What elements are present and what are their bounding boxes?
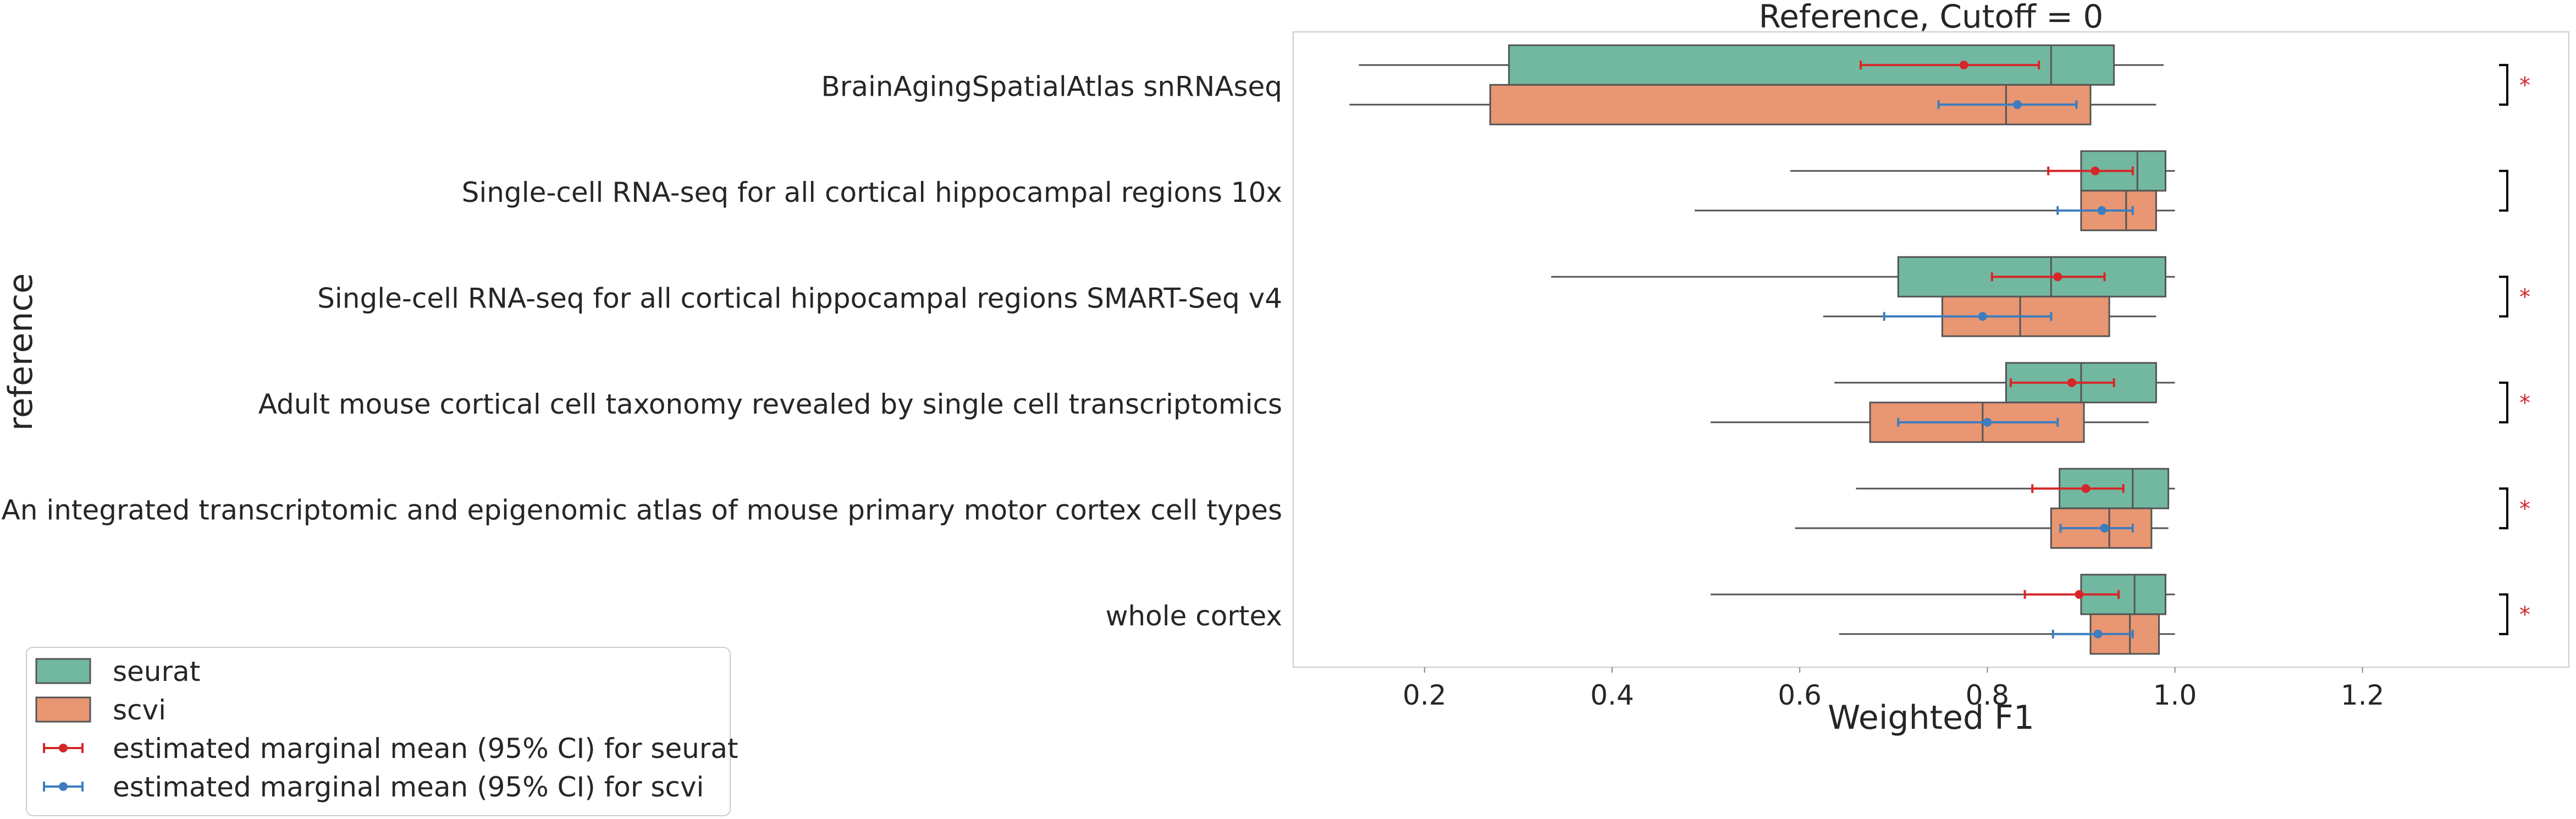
x-tick-label: 0.6 bbox=[1778, 679, 1822, 711]
significance-star: * bbox=[2519, 284, 2530, 310]
significance-bracket bbox=[2499, 487, 2508, 530]
emm-point-seurat bbox=[1959, 61, 1968, 70]
x-tick-label: 1.2 bbox=[2341, 679, 2385, 711]
emm-point-seurat bbox=[2053, 272, 2062, 282]
legend-ci-point bbox=[59, 744, 68, 752]
legend-swatch-seurat bbox=[35, 658, 91, 684]
y-category-label: An integrated transcriptomic and epigeno… bbox=[2, 494, 1282, 526]
emm-point-scvi bbox=[2093, 629, 2103, 639]
y-category-label: whole cortex bbox=[1106, 600, 1282, 632]
significance-star: * bbox=[2519, 496, 2530, 521]
emm-point-seurat bbox=[2081, 484, 2090, 493]
significance-bracket bbox=[2499, 276, 2508, 318]
significance-star: * bbox=[2519, 602, 2530, 628]
plot-area-frame bbox=[1293, 31, 2569, 668]
x-tick-label: 0.2 bbox=[1403, 679, 1447, 711]
emm-point-scvi bbox=[1983, 417, 1992, 427]
emm-point-seurat bbox=[2067, 378, 2076, 387]
emm-point-scvi bbox=[2012, 100, 2022, 109]
legend-label: estimated marginal mean (95% CI) for seu… bbox=[113, 733, 738, 765]
marginal-mean-errorbars bbox=[1860, 61, 2134, 639]
emm-point-scvi bbox=[2097, 206, 2106, 215]
legend-ci-point bbox=[59, 782, 68, 791]
significance-bracket bbox=[2499, 64, 2508, 106]
significance-bracket bbox=[2499, 381, 2508, 424]
legend-swatch-scvi bbox=[35, 696, 91, 723]
chart-title: Reference, Cutoff = 0 bbox=[1759, 0, 2104, 35]
significance-star: * bbox=[2519, 391, 2530, 416]
y-category-label: Single-cell RNA-seq for all cortical hip… bbox=[462, 177, 1282, 208]
emm-point-scvi bbox=[2100, 524, 2109, 533]
legend-label: estimated marginal mean (95% CI) for scv… bbox=[113, 771, 704, 803]
legend-label: seurat bbox=[113, 656, 200, 688]
y-category-label: BrainAgingSpatialAtlas snRNAseq bbox=[821, 70, 1282, 102]
significance-bracket bbox=[2499, 169, 2508, 212]
emm-point-seurat bbox=[2075, 590, 2084, 599]
legend-frame bbox=[26, 647, 731, 816]
x-tick-label: 0.8 bbox=[1966, 679, 2010, 711]
x-axis-ticks: 0.2 0.4 0.6 0.8 1.0 1.2 bbox=[1403, 667, 2384, 711]
boxes bbox=[1349, 44, 2175, 655]
x-tick-label: 1.0 bbox=[2153, 679, 2197, 711]
y-category-label: Adult mouse cortical cell taxonomy revea… bbox=[258, 388, 1282, 420]
x-axis-label: Weighted F1 bbox=[1828, 699, 2034, 737]
significance-markers: * * * * * bbox=[2499, 64, 2530, 635]
legend: seurat scvi estimated marginal mean (95% C… bbox=[26, 647, 738, 816]
significance-bracket bbox=[2499, 593, 2508, 635]
emm-point-scvi bbox=[1978, 312, 1987, 321]
x-tick-label: 0.4 bbox=[1590, 679, 1634, 711]
emm-point-seurat bbox=[2090, 166, 2100, 175]
legend-label: scvi bbox=[113, 694, 166, 726]
y-axis-category-labels: BrainAgingSpatialAtlas snRNAseq Single-ce… bbox=[2, 70, 1282, 632]
y-category-label: Single-cell RNA-seq for all cortical hip… bbox=[317, 282, 1282, 314]
significance-star: * bbox=[2519, 73, 2530, 98]
y-axis-label: reference bbox=[2, 273, 40, 431]
